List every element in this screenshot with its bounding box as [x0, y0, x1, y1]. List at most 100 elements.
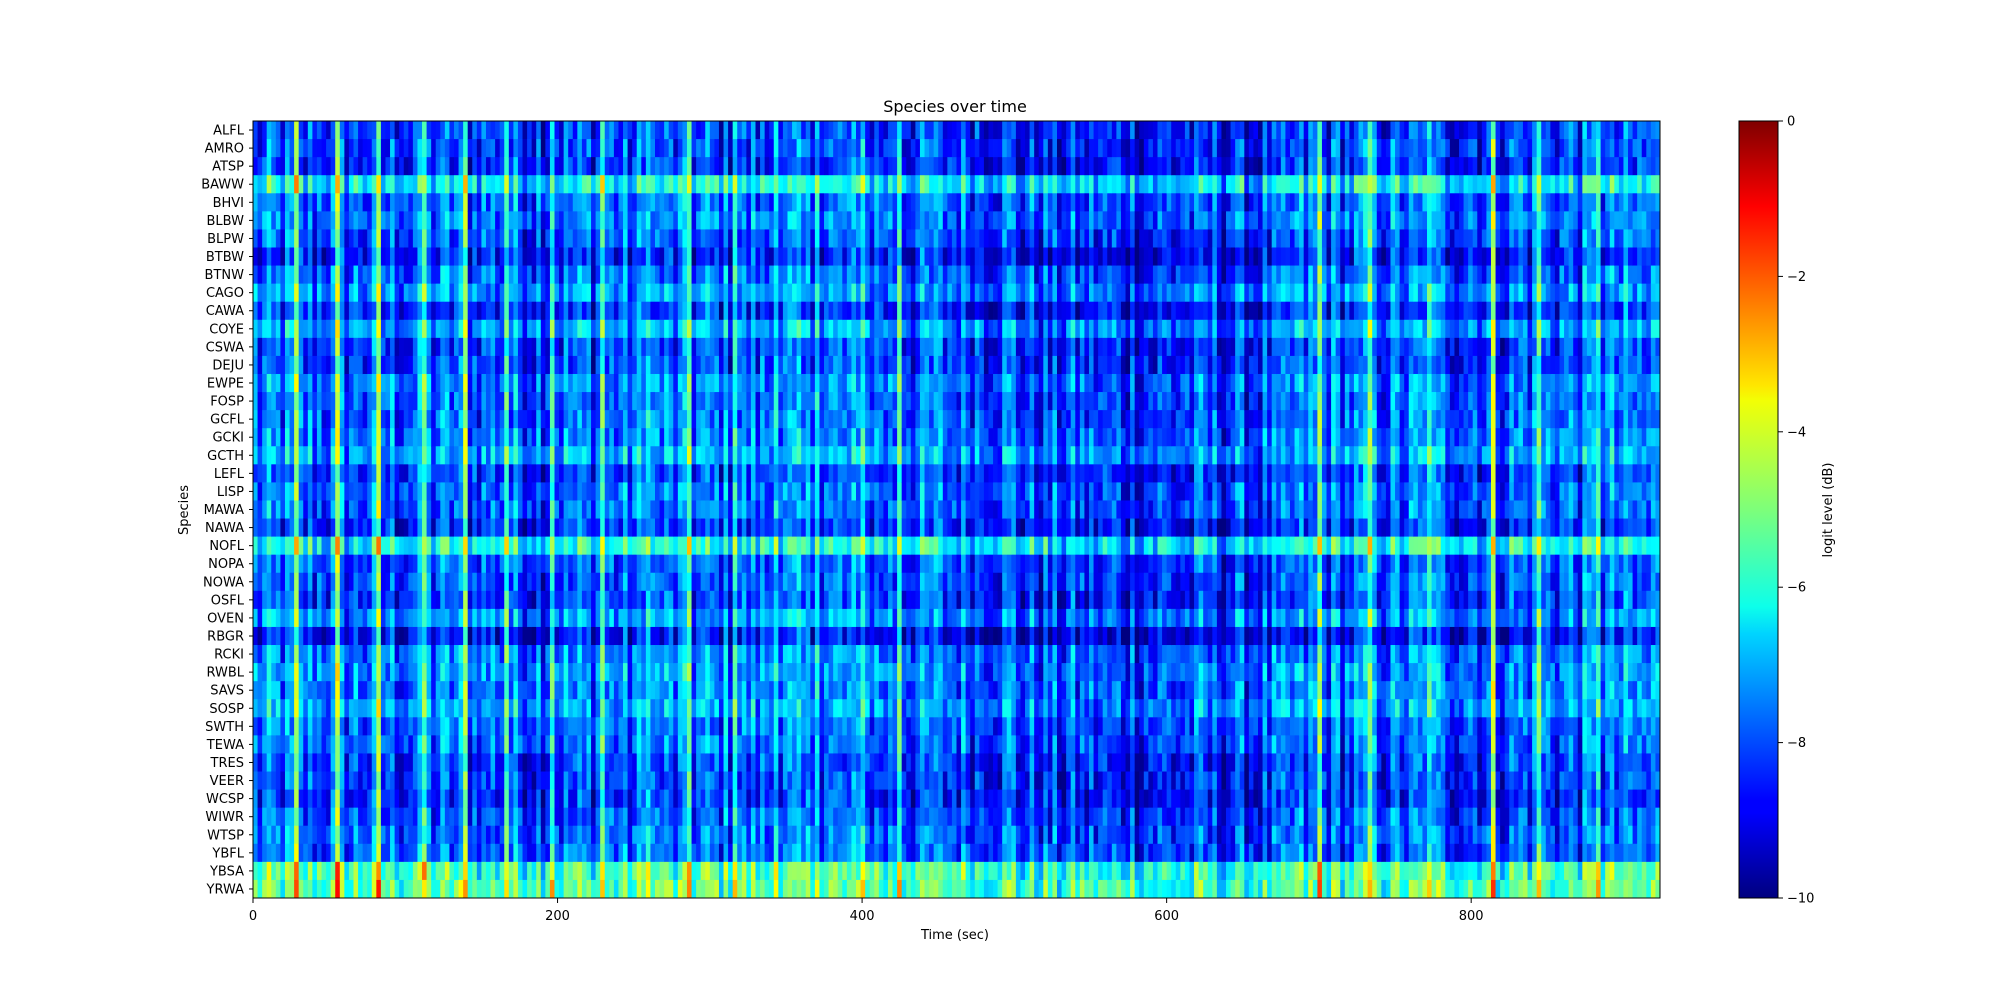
heatmap-cell: [609, 825, 615, 845]
heatmap-cell: [403, 879, 409, 899]
heatmap-cell: [718, 355, 724, 375]
heatmap-cell: [266, 392, 272, 411]
heatmap-cell: [659, 663, 665, 682]
heatmap-cell: [750, 211, 756, 230]
heatmap-cell: [769, 536, 775, 556]
heatmap-cell: [709, 645, 715, 664]
heatmap-cell: [262, 626, 268, 646]
heatmap-cell: [668, 590, 674, 610]
heatmap-cell: [289, 482, 295, 501]
heatmap-cell: [677, 554, 683, 574]
heatmap-cell: [431, 392, 437, 411]
heatmap-cell: [664, 464, 670, 483]
heatmap-cell: [609, 500, 615, 519]
heatmap-cell: [444, 500, 450, 519]
heatmap-cell: [696, 482, 702, 501]
heatmap-cell: [485, 446, 491, 465]
heatmap-cell: [718, 500, 724, 519]
heatmap-cell: [709, 879, 715, 899]
heatmap-cell: [289, 373, 295, 393]
heatmap-cell: [572, 807, 578, 827]
heatmap-cell: [271, 175, 277, 194]
heatmap-cell: [435, 590, 441, 610]
heatmap-cell: [253, 211, 258, 230]
heatmap-cell: [444, 337, 450, 357]
heatmap-cell: [705, 807, 711, 827]
heatmap-cell: [431, 699, 437, 718]
heatmap-cell: [778, 572, 784, 592]
heatmap-cell: [641, 572, 647, 592]
heatmap-cell: [499, 157, 505, 176]
heatmap-cell: [714, 608, 720, 628]
heatmap-cell: [600, 373, 606, 393]
heatmap-cell: [764, 464, 770, 483]
heatmap-cell: [737, 608, 743, 628]
heatmap-cell: [623, 355, 628, 375]
heatmap-cell: [303, 572, 309, 592]
heatmap-cell: [403, 175, 409, 194]
heatmap-cell: [353, 446, 359, 465]
heatmap-cell: [769, 373, 775, 393]
heatmap-cell: [700, 771, 706, 790]
heatmap-cell: [358, 518, 364, 537]
heatmap-cell: [545, 247, 551, 266]
heatmap-cell: [591, 608, 597, 628]
heatmap-cell: [737, 392, 743, 411]
heatmap-cell: [431, 608, 437, 628]
heatmap-cell: [728, 464, 734, 483]
heatmap-cell: [321, 608, 327, 628]
heatmap-cell: [691, 319, 697, 339]
heatmap-cell: [655, 229, 660, 248]
heatmap-cell: [271, 428, 277, 447]
heatmap-cell: [718, 825, 724, 845]
heatmap-cell: [623, 175, 628, 194]
heatmap-cell: [659, 626, 665, 646]
heatmap-cell: [714, 663, 720, 682]
heatmap-cell: [326, 536, 332, 556]
heatmap-cell: [417, 247, 423, 266]
heatmap-cell: [495, 590, 501, 610]
heatmap-cell: [458, 446, 464, 465]
heatmap-cell: [650, 536, 656, 556]
heatmap-cell: [600, 807, 606, 827]
heatmap-cell: [426, 337, 432, 357]
heatmap-cell: [760, 355, 766, 375]
heatmap-cell: [253, 771, 258, 790]
heatmap-cell: [554, 626, 560, 646]
heatmap-cell: [741, 554, 747, 574]
heatmap-cell: [376, 717, 382, 736]
heatmap-cell: [750, 229, 756, 248]
heatmap-cell: [376, 211, 382, 230]
heatmap-cell: [495, 229, 501, 248]
heatmap-cell: [682, 518, 688, 537]
heatmap-cell: [572, 355, 578, 375]
heatmap-cell: [490, 879, 496, 899]
heatmap-cell: [531, 193, 537, 212]
heatmap-cell: [581, 410, 587, 429]
heatmap-cell: [586, 518, 592, 537]
heatmap-cell: [449, 554, 455, 574]
heatmap-cell: [686, 392, 692, 411]
heatmap-cell: [344, 518, 350, 537]
heatmap-cell: [485, 265, 491, 285]
heatmap-cell: [307, 753, 313, 772]
heatmap-cell: [750, 392, 756, 411]
heatmap-cell: [481, 572, 487, 592]
heatmap-cell: [353, 500, 359, 519]
heatmap-cell: [755, 699, 761, 718]
heatmap-cell: [394, 446, 400, 465]
heatmap-cell: [764, 572, 770, 592]
heatmap-cell: [312, 608, 318, 628]
heatmap-cell: [540, 337, 546, 357]
heatmap-cell: [591, 681, 597, 700]
heatmap-cell: [417, 536, 423, 556]
heatmap-cell: [609, 699, 615, 718]
heatmap-cell: [718, 518, 724, 537]
heatmap-cell: [408, 446, 414, 465]
heatmap-cell: [358, 645, 364, 664]
heatmap-cell: [472, 663, 478, 682]
heatmap-cell: [554, 247, 560, 266]
heatmap-cell: [623, 301, 628, 321]
heatmap-cell: [591, 410, 597, 429]
heatmap-cell: [709, 157, 715, 176]
